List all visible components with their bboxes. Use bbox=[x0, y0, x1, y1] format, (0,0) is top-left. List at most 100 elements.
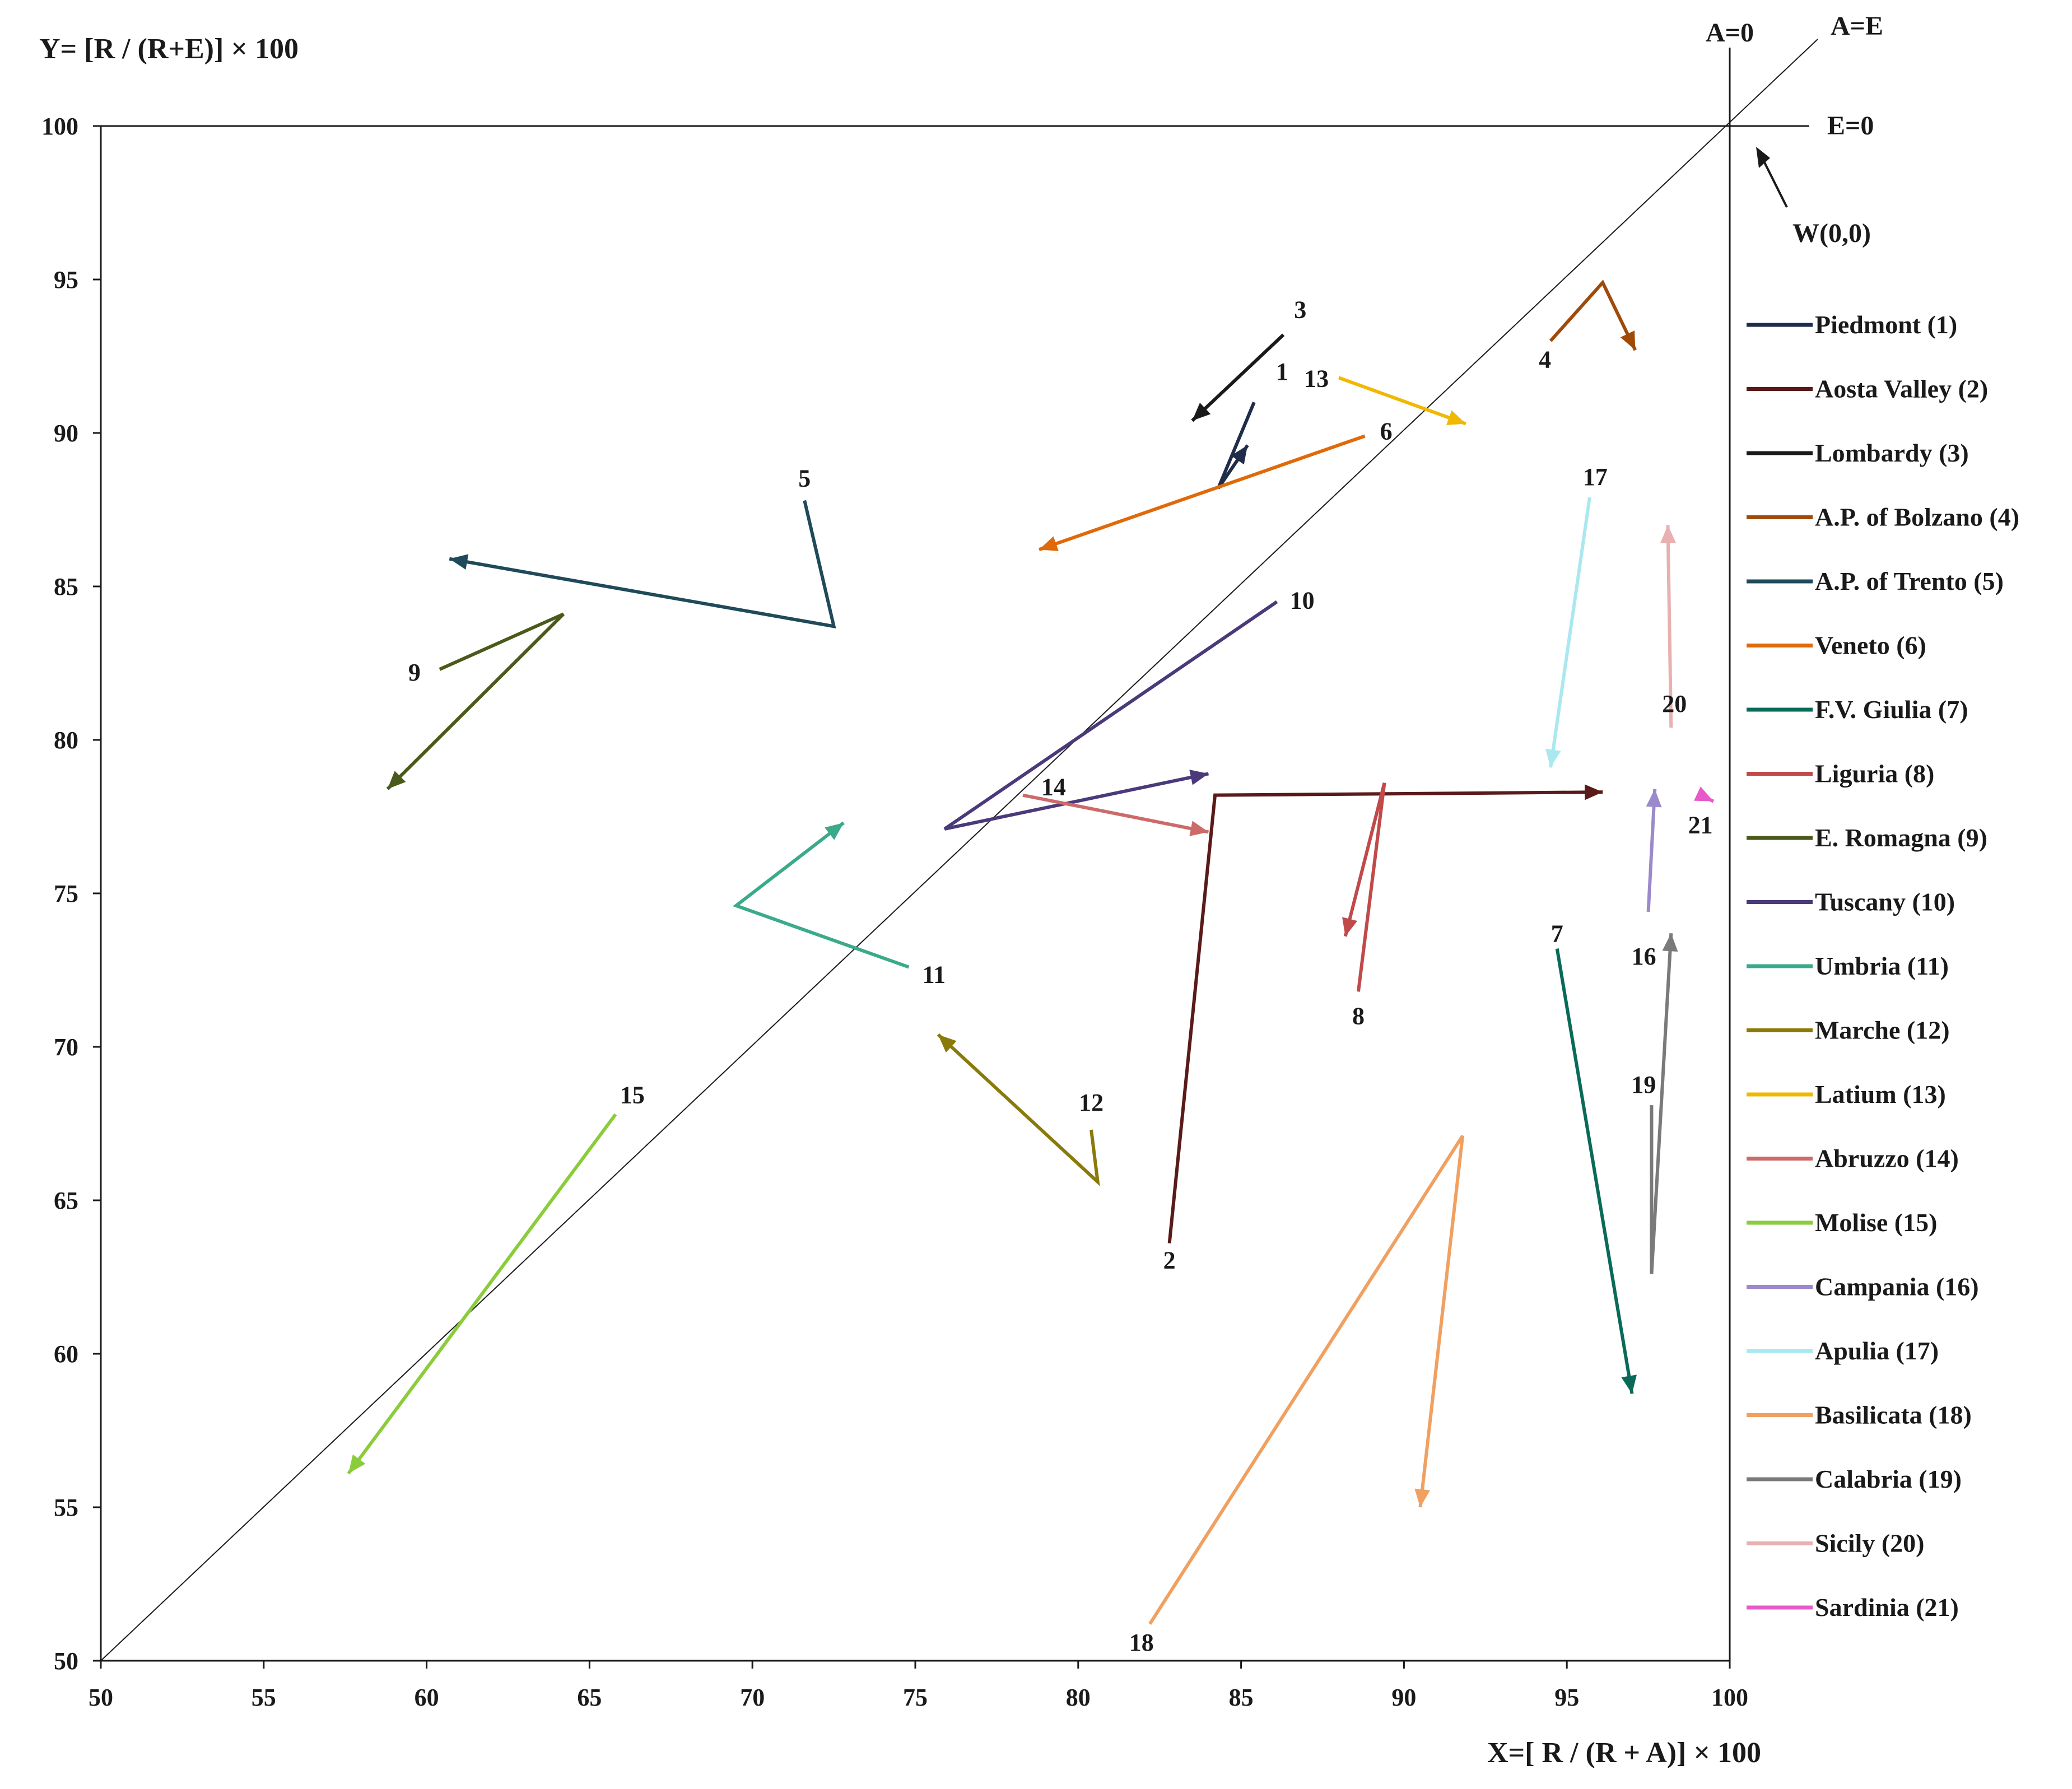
diagonal-line-label: A=E bbox=[1831, 11, 1883, 41]
legend-label-aosta-valley-2: Aosta Valley (2) bbox=[1815, 375, 1988, 403]
legend-label-a-p-of-trento-5: A.P. of Trento (5) bbox=[1815, 567, 2004, 595]
arrow-head-aosta-valley-2 bbox=[1585, 784, 1603, 800]
x-tick-label: 65 bbox=[577, 1684, 602, 1711]
plot-frame-layer bbox=[100, 39, 1818, 1662]
point-label-3: 3 bbox=[1294, 296, 1306, 324]
arrow-head-a-p-of-bolzano-4 bbox=[1620, 330, 1636, 351]
arrow-head-calabria-19 bbox=[1662, 933, 1678, 952]
x-tick-label: 50 bbox=[89, 1684, 113, 1711]
legend-label-lombardy-3: Lombardy (3) bbox=[1815, 439, 1969, 467]
y-axis-label: Y= [R / (R+E)] × 100 bbox=[39, 33, 299, 65]
point-label-12: 12 bbox=[1079, 1089, 1103, 1116]
series-line-apulia-17 bbox=[1549, 497, 1591, 768]
series-line-liguria-8 bbox=[1343, 782, 1386, 992]
point-label-1: 1 bbox=[1276, 358, 1288, 385]
series-line-basilicata-18 bbox=[1148, 1135, 1465, 1625]
arrow-head-a-p-of-trento-5 bbox=[449, 554, 469, 570]
point-label-5: 5 bbox=[798, 465, 811, 492]
arrow-head-basilicata-18 bbox=[1414, 1488, 1431, 1507]
legend-layer: Piedmont (1) Aosta Valley (2) Lombardy (3)… bbox=[1747, 310, 2019, 1622]
legend-label-apulia-17: Apulia (17) bbox=[1815, 1336, 1939, 1365]
origin-arrow-head bbox=[1756, 147, 1770, 168]
x-tick-label: 95 bbox=[1554, 1684, 1579, 1711]
x-tick-label: 60 bbox=[415, 1684, 439, 1711]
series-layer bbox=[347, 279, 1715, 1625]
series-line-e-romagna-9 bbox=[386, 612, 565, 790]
series-line-aosta-valley-2 bbox=[1167, 790, 1603, 1244]
series-line-tuscany-10 bbox=[943, 600, 1278, 831]
legend-label-tuscany-10: Tuscany (10) bbox=[1815, 888, 1955, 916]
legend-label-sicily-20: Sicily (20) bbox=[1815, 1529, 1924, 1558]
point-label-7: 7 bbox=[1551, 920, 1563, 948]
x-axis-label: X=[ R / (R + A)] × 100 bbox=[1487, 1737, 1761, 1769]
y-tick-label: 65 bbox=[54, 1187, 78, 1214]
x-tick-label: 100 bbox=[1711, 1684, 1748, 1711]
series-line-campania-16 bbox=[1646, 789, 1657, 912]
arrow-head-molise-15 bbox=[348, 1454, 366, 1474]
x-tick-label: 75 bbox=[903, 1684, 928, 1711]
series-line-molise-15 bbox=[347, 1113, 617, 1475]
y-tick-label: 60 bbox=[54, 1340, 78, 1368]
series-line-umbria-11 bbox=[732, 821, 910, 969]
x-tick-label: 55 bbox=[252, 1684, 276, 1711]
legend-label-veneto-6: Veneto (6) bbox=[1815, 631, 1926, 660]
legend-label-calabria-19: Calabria (19) bbox=[1815, 1465, 1962, 1493]
arrow-head-f-v-giulia-7 bbox=[1621, 1375, 1637, 1394]
arrow-head-abruzzo-14 bbox=[1189, 821, 1209, 836]
arrow-head-apulia-17 bbox=[1545, 748, 1561, 768]
y-tick-label: 55 bbox=[54, 1494, 78, 1521]
point-label-14: 14 bbox=[1041, 774, 1066, 801]
legend-label-piedmont-1: Piedmont (1) bbox=[1815, 310, 1957, 339]
arrow-head-e-romagna-9 bbox=[387, 771, 406, 789]
arrow-head-marche-12 bbox=[938, 1035, 957, 1053]
arrow-head-campania-16 bbox=[1646, 789, 1662, 808]
point-label-6: 6 bbox=[1380, 417, 1393, 445]
vertical-line-label: A=0 bbox=[1706, 18, 1754, 48]
y-tick-label: 100 bbox=[41, 113, 78, 140]
arrow-head-sardinia-21 bbox=[1694, 786, 1714, 802]
legend-label-basilicata-18: Basilicata (18) bbox=[1815, 1401, 1972, 1429]
series-line-a-p-of-bolzano-4 bbox=[1549, 279, 1637, 351]
series-line-latium-13 bbox=[1338, 376, 1466, 426]
point-label-11: 11 bbox=[923, 961, 946, 989]
legend-label-molise-15: Molise (15) bbox=[1815, 1208, 1937, 1237]
legend-label-campania-16: Campania (16) bbox=[1815, 1273, 1979, 1301]
origin-label: W(0,0) bbox=[1792, 218, 1871, 248]
legend-label-a-p-of-bolzano-4: A.P. of Bolzano (4) bbox=[1815, 503, 2019, 532]
y-tick-label: 75 bbox=[54, 880, 78, 907]
y-tick-label: 80 bbox=[54, 726, 78, 754]
x-tick-label: 80 bbox=[1066, 1684, 1091, 1711]
legend-label-marche-12: Marche (12) bbox=[1815, 1016, 1950, 1045]
series-line-sicily-20 bbox=[1666, 525, 1673, 728]
y-tick-label: 95 bbox=[54, 266, 78, 293]
x-tick-label: 70 bbox=[740, 1684, 765, 1711]
x-tick-label: 85 bbox=[1229, 1684, 1254, 1711]
arrow-head-piedmont-1 bbox=[1231, 445, 1248, 465]
legend-label-liguria-8: Liguria (8) bbox=[1815, 760, 1934, 788]
point-label-18: 18 bbox=[1129, 1629, 1154, 1656]
point-label-20: 20 bbox=[1662, 690, 1687, 718]
series-line-abruzzo-14 bbox=[1022, 793, 1209, 834]
point-label-16: 16 bbox=[1632, 943, 1656, 970]
point-label-21: 21 bbox=[1688, 812, 1713, 839]
legend-label-abruzzo-14: Abruzzo (14) bbox=[1815, 1144, 1959, 1173]
point-label-15: 15 bbox=[620, 1082, 645, 1109]
legend-label-umbria-11: Umbria (11) bbox=[1815, 952, 1949, 980]
y-tick-label: 90 bbox=[54, 420, 78, 447]
arrow-head-latium-13 bbox=[1446, 410, 1466, 425]
series-line-veneto-6 bbox=[1039, 434, 1366, 552]
legend-label-f-v-giulia-7: F.V. Giulia (7) bbox=[1815, 695, 1968, 724]
tick-layer: 50 55 60 65 70 75 80 85 90 95 10050556065707580859… bbox=[41, 113, 1748, 1711]
y-tick-label: 70 bbox=[54, 1033, 78, 1061]
axis-text-layer: Y= [R / (R+E)] × 100 X=[ R / (R + A)] × … bbox=[39, 11, 1883, 1769]
series-line-marche-12 bbox=[937, 1033, 1100, 1186]
point-label-13: 13 bbox=[1304, 365, 1329, 392]
point-label-2: 2 bbox=[1163, 1247, 1176, 1274]
point-label-17: 17 bbox=[1583, 463, 1608, 491]
series-line-calabria-19 bbox=[1650, 933, 1673, 1274]
point-label-4: 4 bbox=[1539, 346, 1551, 374]
arrow-head-tuscany-10 bbox=[1189, 770, 1209, 785]
